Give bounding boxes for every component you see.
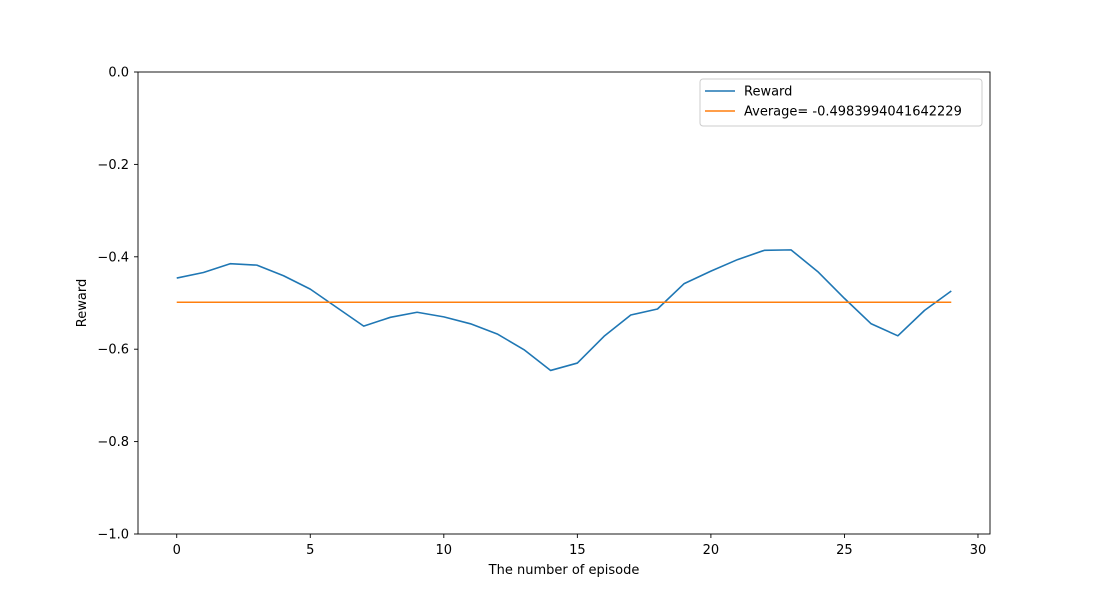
plot-area xyxy=(176,249,952,372)
legend-label-1: Average= -0.4983994041642229 xyxy=(744,105,962,120)
x-tick-label: 5 xyxy=(306,543,314,558)
legend: Reward Average= -0.4983994041642229 xyxy=(699,78,983,127)
plot-frame xyxy=(137,71,991,535)
x-tick-label: 10 xyxy=(436,543,453,558)
y-tick-label: −0.6 xyxy=(97,343,129,358)
legend-box xyxy=(699,78,983,127)
y-tick-label: −0.4 xyxy=(97,250,129,265)
x-tick-label: 25 xyxy=(836,543,853,558)
series-line-0 xyxy=(176,249,952,372)
x-tick-label: 30 xyxy=(970,543,987,558)
legend-label-0: Reward xyxy=(744,85,792,100)
x-tick-label: 0 xyxy=(173,543,181,558)
y-tick-label: −0.8 xyxy=(97,435,129,450)
y-tick-label: −1.0 xyxy=(97,528,129,543)
y-axis-label: Reward xyxy=(75,279,90,327)
x-axis-label: The number of episode xyxy=(488,563,640,578)
y-tick-label: −0.2 xyxy=(97,158,129,173)
x-tick-label: 20 xyxy=(703,543,720,558)
y-tick-label: 0.0 xyxy=(108,66,129,81)
axes: 0 5 10 15 20 25 30 −1.0 −0.8 −0.6 −0.4 −0.2 0.0 xyxy=(97,66,991,558)
x-tick-label: 15 xyxy=(569,543,586,558)
